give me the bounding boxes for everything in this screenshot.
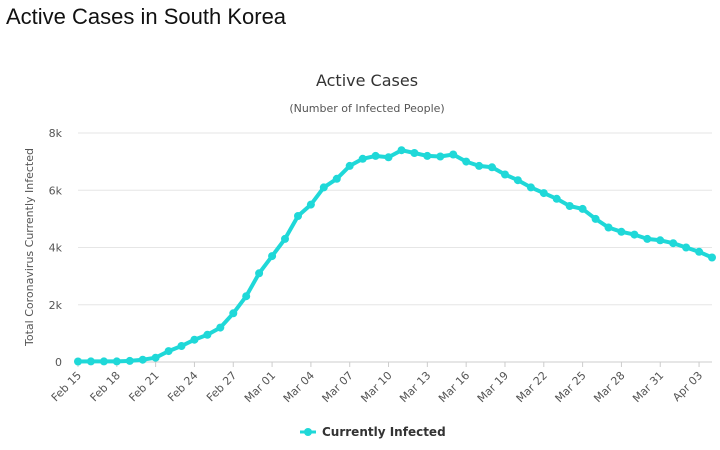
x-tick-label: Mar 25: [552, 369, 588, 405]
x-tick-layer: Feb 15 Feb 18 Feb 21 Feb 24 Feb 27 Mar 01 Mar …: [49, 362, 705, 405]
x-tick-label: Mar 19: [475, 369, 511, 405]
data-point[interactable]: [255, 269, 264, 278]
x-tick-label: Mar 10: [358, 369, 394, 405]
y-axis-title: Total Coronavirus Currently Infected: [23, 148, 36, 347]
data-point[interactable]: [462, 157, 471, 166]
data-point[interactable]: [112, 357, 121, 366]
data-point[interactable]: [436, 152, 445, 161]
x-tick-label: Feb 18: [88, 369, 123, 404]
series-layer: [74, 146, 716, 366]
data-point[interactable]: [229, 309, 238, 318]
grid-layer: [78, 132, 712, 363]
data-point[interactable]: [708, 253, 716, 262]
x-tick-label: Feb 24: [165, 369, 200, 404]
data-point[interactable]: [449, 150, 458, 159]
legend-item-currently-infected: Currently Infected: [322, 425, 446, 439]
data-point[interactable]: [99, 357, 108, 366]
x-tick-label: Mar 31: [630, 369, 666, 405]
data-point[interactable]: [591, 214, 600, 223]
data-point[interactable]: [125, 356, 134, 365]
data-point[interactable]: [617, 227, 626, 236]
y-tick-label: 8k: [49, 127, 63, 140]
data-point[interactable]: [578, 204, 587, 213]
data-point[interactable]: [332, 174, 341, 183]
data-point[interactable]: [695, 247, 704, 256]
data-point[interactable]: [397, 146, 406, 155]
data-point[interactable]: [384, 153, 393, 162]
data-point[interactable]: [306, 200, 315, 209]
data-point[interactable]: [526, 183, 535, 192]
data-point[interactable]: [358, 154, 367, 163]
chart-title: Active Cases: [316, 71, 418, 90]
data-point[interactable]: [242, 292, 251, 301]
data-point[interactable]: [164, 347, 173, 356]
chart-subtitle: (Number of Infected People): [289, 102, 444, 115]
x-tick-label: Mar 04: [281, 369, 317, 405]
data-point[interactable]: [656, 236, 665, 245]
data-point[interactable]: [281, 234, 289, 243]
data-point[interactable]: [294, 212, 302, 220]
data-point[interactable]: [74, 357, 82, 366]
data-point[interactable]: [475, 161, 484, 170]
x-tick-label: Mar 13: [397, 369, 433, 405]
data-point[interactable]: [345, 161, 354, 170]
x-tick-label: Mar 28: [591, 369, 627, 405]
x-tick-label: Feb 27: [204, 369, 239, 404]
data-point[interactable]: [513, 176, 522, 185]
page-heading: Active Cases in South Korea: [6, 4, 287, 29]
data-point[interactable]: [151, 353, 160, 362]
y-tick-label: 0: [55, 356, 62, 369]
x-tick-label: Feb 21: [126, 369, 161, 404]
data-point[interactable]: [630, 230, 639, 239]
data-point[interactable]: [177, 342, 186, 350]
data-point[interactable]: [203, 330, 212, 339]
data-point[interactable]: [138, 355, 147, 364]
y-tick-label: 6k: [49, 184, 63, 197]
series-line-currently-infected: [76, 148, 714, 364]
y-tick-layer: 0 2k 4k 6k 8k: [49, 127, 63, 369]
data-point[interactable]: [423, 151, 432, 160]
data-point[interactable]: [488, 163, 496, 172]
data-point[interactable]: [501, 170, 509, 179]
x-tick-label: Mar 16: [436, 369, 472, 405]
legend[interactable]: Currently Infected: [300, 425, 446, 439]
data-point[interactable]: [190, 335, 199, 344]
data-point[interactable]: [86, 357, 95, 366]
data-point[interactable]: [682, 243, 691, 252]
data-point[interactable]: [552, 194, 561, 203]
x-tick-label: Apr 03: [670, 369, 705, 404]
data-point[interactable]: [410, 149, 419, 157]
data-point[interactable]: [565, 202, 574, 210]
data-point[interactable]: [604, 223, 613, 232]
data-point[interactable]: [216, 323, 225, 332]
x-tick-label: Mar 22: [514, 369, 550, 405]
y-tick-label: 2k: [49, 299, 63, 312]
legend-swatch-marker: [304, 428, 312, 436]
x-tick-label: Feb 15: [49, 369, 84, 404]
data-point[interactable]: [319, 183, 328, 192]
x-tick-label: Mar 01: [242, 369, 278, 405]
data-point[interactable]: [669, 239, 678, 248]
x-tick-label: Mar 07: [320, 369, 356, 405]
data-point[interactable]: [539, 189, 548, 198]
data-point[interactable]: [371, 151, 380, 160]
data-point[interactable]: [268, 252, 277, 261]
data-point[interactable]: [643, 234, 652, 243]
y-tick-label: 4k: [49, 242, 63, 255]
